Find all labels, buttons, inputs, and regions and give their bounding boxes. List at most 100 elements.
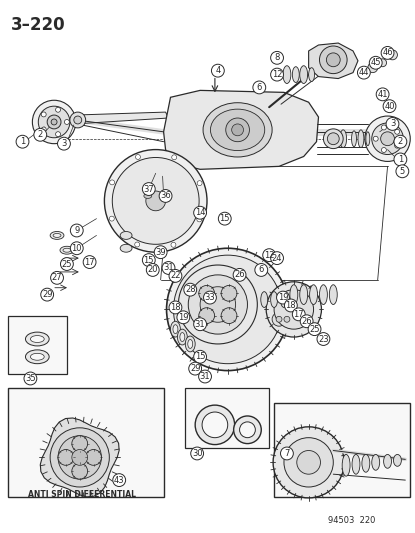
Circle shape bbox=[357, 66, 370, 79]
Ellipse shape bbox=[290, 285, 298, 304]
Circle shape bbox=[297, 450, 320, 474]
Text: 1: 1 bbox=[398, 155, 403, 164]
Circle shape bbox=[154, 246, 167, 259]
Circle shape bbox=[197, 181, 202, 185]
Circle shape bbox=[110, 180, 115, 185]
Text: 12: 12 bbox=[272, 70, 282, 79]
Circle shape bbox=[58, 138, 71, 150]
Ellipse shape bbox=[30, 353, 44, 360]
Circle shape bbox=[202, 412, 228, 438]
Circle shape bbox=[177, 311, 190, 324]
Text: 5: 5 bbox=[400, 167, 405, 176]
Ellipse shape bbox=[203, 103, 272, 157]
Bar bbox=[274, 403, 410, 497]
Circle shape bbox=[266, 282, 322, 337]
Ellipse shape bbox=[352, 455, 360, 474]
Ellipse shape bbox=[188, 340, 193, 349]
Text: 22: 22 bbox=[170, 271, 181, 280]
Circle shape bbox=[199, 370, 212, 383]
Circle shape bbox=[284, 316, 290, 322]
Polygon shape bbox=[40, 418, 119, 497]
Ellipse shape bbox=[177, 329, 187, 345]
Text: 39: 39 bbox=[155, 248, 166, 257]
Text: 27: 27 bbox=[52, 273, 62, 282]
Text: 14: 14 bbox=[195, 208, 205, 217]
Circle shape bbox=[272, 312, 286, 326]
Ellipse shape bbox=[261, 292, 268, 308]
Circle shape bbox=[396, 165, 409, 177]
Circle shape bbox=[24, 372, 37, 385]
Ellipse shape bbox=[330, 285, 337, 304]
Ellipse shape bbox=[186, 336, 195, 352]
Circle shape bbox=[381, 46, 394, 59]
Text: 18: 18 bbox=[170, 303, 181, 312]
Text: 45: 45 bbox=[371, 58, 381, 67]
Circle shape bbox=[372, 123, 403, 155]
Ellipse shape bbox=[271, 292, 278, 308]
Text: 30: 30 bbox=[192, 449, 203, 458]
Ellipse shape bbox=[393, 455, 401, 466]
Text: 2: 2 bbox=[398, 137, 403, 146]
Ellipse shape bbox=[144, 193, 152, 198]
Ellipse shape bbox=[63, 248, 71, 252]
Polygon shape bbox=[164, 91, 318, 169]
Ellipse shape bbox=[180, 333, 185, 342]
Circle shape bbox=[189, 362, 202, 375]
Circle shape bbox=[194, 318, 207, 330]
Text: 23: 23 bbox=[318, 335, 329, 343]
Circle shape bbox=[221, 308, 237, 324]
Text: 6: 6 bbox=[256, 83, 262, 92]
Circle shape bbox=[72, 463, 88, 479]
Text: 17: 17 bbox=[84, 257, 95, 266]
Circle shape bbox=[234, 416, 261, 443]
Circle shape bbox=[271, 68, 283, 81]
Circle shape bbox=[271, 252, 283, 264]
Text: 25: 25 bbox=[62, 260, 72, 269]
Circle shape bbox=[71, 242, 83, 255]
Text: 31: 31 bbox=[163, 263, 174, 272]
Circle shape bbox=[51, 271, 63, 284]
Text: 15: 15 bbox=[195, 352, 205, 361]
Circle shape bbox=[369, 56, 382, 69]
Circle shape bbox=[34, 128, 46, 141]
Text: ANTI SPIN DIFFERENTIAL: ANTI SPIN DIFFERENTIAL bbox=[28, 490, 136, 499]
Ellipse shape bbox=[25, 350, 49, 364]
Circle shape bbox=[365, 116, 410, 161]
Circle shape bbox=[178, 265, 257, 344]
Text: 44: 44 bbox=[359, 68, 369, 77]
Circle shape bbox=[64, 119, 69, 124]
Circle shape bbox=[146, 263, 159, 277]
Ellipse shape bbox=[309, 68, 315, 82]
Circle shape bbox=[308, 323, 321, 336]
Text: 9: 9 bbox=[74, 226, 79, 235]
Circle shape bbox=[41, 112, 46, 117]
Text: 15: 15 bbox=[144, 256, 154, 264]
Circle shape bbox=[300, 315, 313, 328]
Circle shape bbox=[56, 132, 61, 136]
Ellipse shape bbox=[310, 285, 317, 304]
Ellipse shape bbox=[120, 244, 132, 252]
Circle shape bbox=[173, 255, 282, 364]
Circle shape bbox=[273, 427, 344, 498]
Circle shape bbox=[58, 435, 101, 479]
Circle shape bbox=[58, 449, 74, 465]
Circle shape bbox=[292, 308, 305, 321]
Circle shape bbox=[171, 243, 176, 247]
Ellipse shape bbox=[362, 455, 370, 472]
Circle shape bbox=[146, 191, 166, 211]
Text: 31: 31 bbox=[200, 372, 210, 381]
Circle shape bbox=[51, 119, 57, 125]
Circle shape bbox=[326, 53, 340, 67]
Circle shape bbox=[394, 153, 407, 166]
Text: 28: 28 bbox=[185, 285, 195, 294]
Circle shape bbox=[381, 132, 395, 146]
Ellipse shape bbox=[372, 455, 380, 470]
Circle shape bbox=[135, 155, 140, 159]
Text: 36: 36 bbox=[160, 191, 171, 200]
Circle shape bbox=[105, 150, 207, 252]
Text: 26: 26 bbox=[234, 270, 245, 279]
Circle shape bbox=[212, 64, 224, 77]
Circle shape bbox=[142, 254, 155, 266]
Circle shape bbox=[281, 447, 293, 460]
Circle shape bbox=[388, 50, 398, 60]
